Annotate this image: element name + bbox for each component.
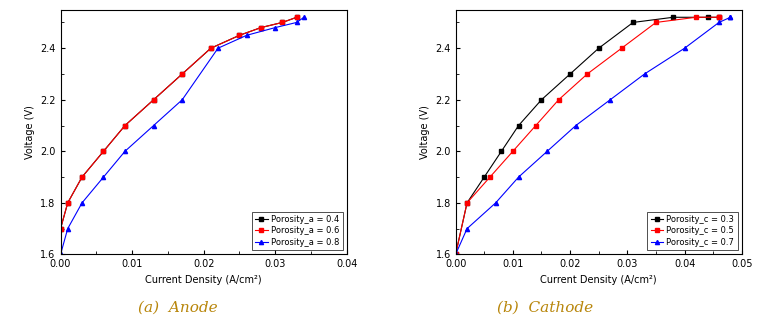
- Porosity_c = 0.5: [554, 98, 563, 102]
- Porosity_a = 0.8: [242, 33, 251, 37]
- Porosity_c = 0.7: [451, 252, 460, 256]
- Porosity_c = 0.7: [606, 98, 615, 102]
- Porosity_c = 0.5: [508, 149, 517, 153]
- Line: Porosity_a = 0.4: Porosity_a = 0.4: [58, 15, 299, 231]
- Porosity_c = 0.5: [531, 124, 540, 128]
- Porosity_c = 0.7: [726, 15, 735, 19]
- Porosity_a = 0.8: [213, 46, 223, 50]
- Porosity_a = 0.4: [292, 15, 301, 19]
- Porosity_a = 0.6: [292, 15, 301, 19]
- Text: (b)  Cathode: (b) Cathode: [497, 301, 593, 315]
- Porosity_a = 0.6: [56, 227, 65, 231]
- Porosity_c = 0.7: [715, 21, 724, 24]
- Porosity_a = 0.8: [99, 175, 108, 179]
- Porosity_c = 0.3: [703, 15, 712, 19]
- Porosity_c = 0.5: [691, 15, 700, 19]
- Porosity_a = 0.4: [257, 26, 266, 30]
- Legend: Porosity_a = 0.4, Porosity_a = 0.6, Porosity_a = 0.8: Porosity_a = 0.4, Porosity_a = 0.6, Poro…: [252, 211, 343, 250]
- Porosity_c = 0.7: [514, 175, 523, 179]
- Porosity_c = 0.3: [594, 46, 603, 50]
- Porosity_c = 0.3: [480, 175, 489, 179]
- Porosity_a = 0.4: [56, 227, 65, 231]
- Porosity_c = 0.5: [451, 252, 460, 256]
- Porosity_a = 0.4: [99, 149, 108, 153]
- Line: Porosity_c = 0.3: Porosity_c = 0.3: [453, 15, 721, 257]
- Porosity_c = 0.3: [497, 149, 506, 153]
- X-axis label: Current Density (A/cm²): Current Density (A/cm²): [540, 275, 657, 285]
- Porosity_c = 0.7: [491, 201, 500, 205]
- Porosity_c = 0.5: [652, 21, 661, 24]
- Porosity_a = 0.6: [178, 72, 187, 76]
- Porosity_c = 0.7: [543, 149, 552, 153]
- Porosity_c = 0.7: [572, 124, 581, 128]
- Porosity_a = 0.8: [299, 15, 308, 19]
- Porosity_a = 0.6: [278, 21, 287, 24]
- Porosity_a = 0.6: [235, 33, 244, 37]
- X-axis label: Current Density (A/cm²): Current Density (A/cm²): [145, 275, 262, 285]
- Porosity_a = 0.8: [120, 149, 129, 153]
- Line: Porosity_a = 0.8: Porosity_a = 0.8: [58, 15, 306, 257]
- Porosity_c = 0.5: [463, 201, 472, 205]
- Porosity_a = 0.6: [77, 175, 86, 179]
- Porosity_c = 0.7: [463, 227, 472, 231]
- Porosity_c = 0.3: [537, 98, 546, 102]
- Porosity_c = 0.3: [565, 72, 575, 76]
- Porosity_a = 0.4: [63, 201, 72, 205]
- Porosity_a = 0.4: [235, 33, 244, 37]
- Porosity_a = 0.4: [120, 124, 129, 128]
- Porosity_c = 0.5: [485, 175, 494, 179]
- Porosity_a = 0.6: [207, 46, 216, 50]
- Line: Porosity_a = 0.6: Porosity_a = 0.6: [58, 15, 299, 231]
- Porosity_c = 0.3: [628, 21, 637, 24]
- Porosity_c = 0.5: [715, 15, 724, 19]
- Legend: Porosity_c = 0.3, Porosity_c = 0.5, Porosity_c = 0.7: Porosity_c = 0.3, Porosity_c = 0.5, Poro…: [647, 211, 737, 250]
- Porosity_c = 0.7: [726, 15, 735, 19]
- Porosity_c = 0.3: [451, 252, 460, 256]
- Porosity_a = 0.6: [99, 149, 108, 153]
- Porosity_a = 0.8: [149, 124, 158, 128]
- Y-axis label: Voltage (V): Voltage (V): [419, 105, 430, 159]
- Porosity_a = 0.4: [77, 175, 86, 179]
- Porosity_c = 0.5: [617, 46, 626, 50]
- Y-axis label: Voltage (V): Voltage (V): [25, 105, 35, 159]
- Porosity_a = 0.8: [271, 26, 280, 30]
- Line: Porosity_c = 0.5: Porosity_c = 0.5: [453, 15, 721, 257]
- Line: Porosity_c = 0.7: Porosity_c = 0.7: [453, 15, 733, 257]
- Porosity_a = 0.6: [257, 26, 266, 30]
- Text: (a)  Anode: (a) Anode: [138, 301, 218, 315]
- Porosity_a = 0.6: [63, 201, 72, 205]
- Porosity_a = 0.4: [149, 98, 158, 102]
- Porosity_c = 0.5: [715, 15, 724, 19]
- Porosity_a = 0.8: [77, 201, 86, 205]
- Porosity_c = 0.7: [680, 46, 689, 50]
- Porosity_c = 0.3: [668, 15, 678, 19]
- Porosity_a = 0.8: [56, 252, 65, 256]
- Porosity_a = 0.8: [292, 21, 301, 24]
- Porosity_a = 0.4: [207, 46, 216, 50]
- Porosity_c = 0.5: [583, 72, 592, 76]
- Porosity_a = 0.6: [120, 124, 129, 128]
- Porosity_c = 0.3: [463, 201, 472, 205]
- Porosity_c = 0.7: [640, 72, 649, 76]
- Porosity_a = 0.4: [278, 21, 287, 24]
- Porosity_a = 0.6: [149, 98, 158, 102]
- Porosity_a = 0.8: [178, 98, 187, 102]
- Porosity_c = 0.3: [715, 15, 724, 19]
- Porosity_c = 0.3: [514, 124, 523, 128]
- Porosity_a = 0.8: [63, 227, 72, 231]
- Porosity_a = 0.4: [178, 72, 187, 76]
